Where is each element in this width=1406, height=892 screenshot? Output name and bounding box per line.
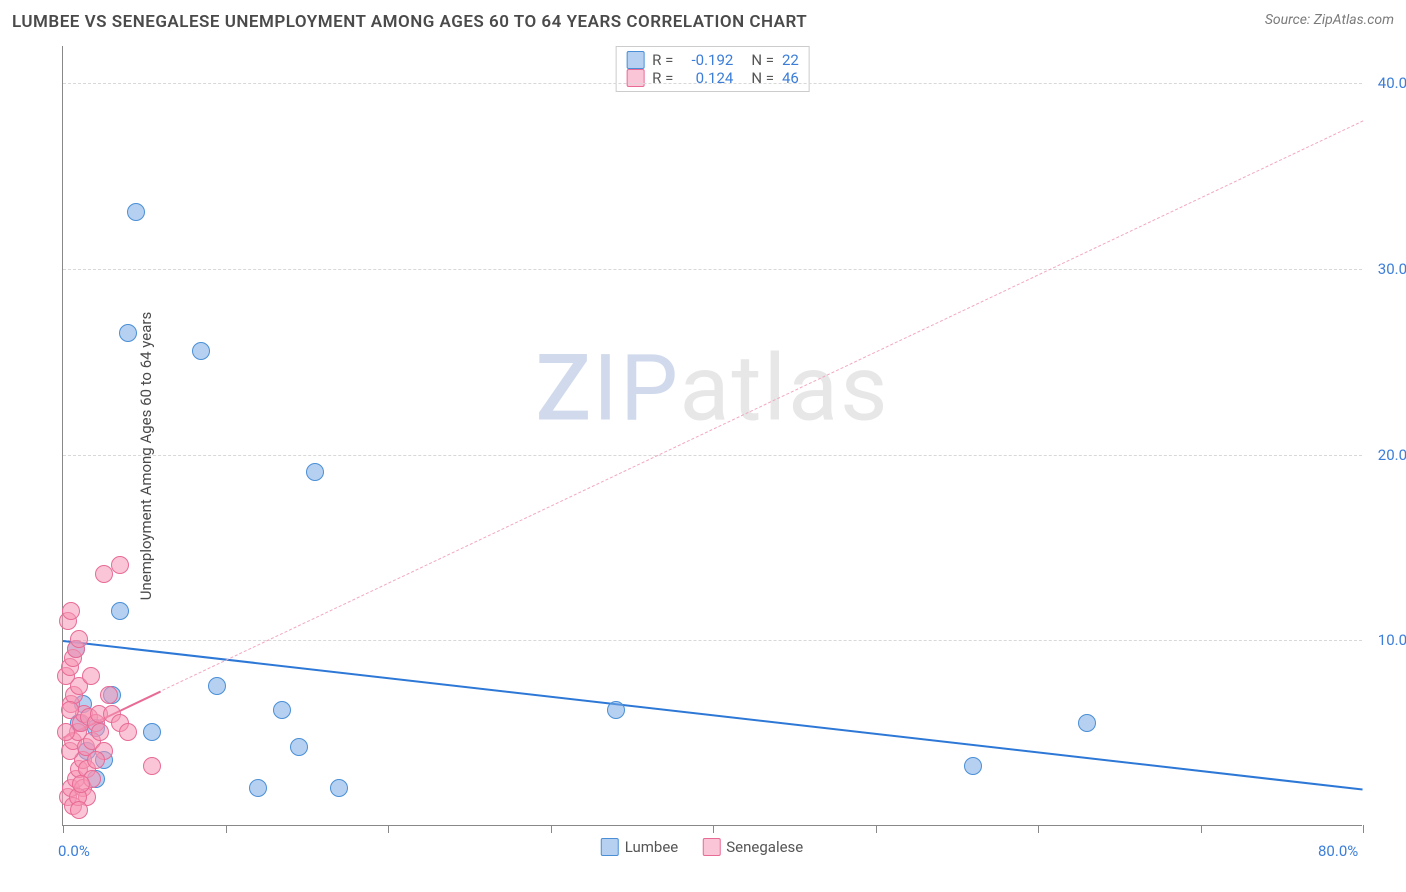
trend-line bbox=[63, 640, 1363, 791]
trend-line bbox=[63, 120, 1363, 737]
x-tick bbox=[876, 825, 877, 833]
gridline bbox=[63, 455, 1362, 456]
x-tick bbox=[713, 825, 714, 833]
legend-label: Senegalese bbox=[726, 838, 803, 856]
y-tick-label: 10.0% bbox=[1378, 631, 1406, 649]
data-point bbox=[72, 775, 90, 793]
legend-swatch bbox=[626, 69, 644, 87]
data-point bbox=[964, 757, 982, 775]
x-tick bbox=[388, 825, 389, 833]
chart-source: Source: ZipAtlas.com bbox=[1265, 12, 1394, 28]
legend-row: R = 0.124 N = 46 bbox=[626, 69, 799, 87]
data-point bbox=[192, 342, 210, 360]
y-tick-label: 40.0% bbox=[1378, 74, 1406, 92]
gridline bbox=[63, 83, 1362, 84]
x-tick bbox=[1363, 825, 1364, 833]
x-tick bbox=[1038, 825, 1039, 833]
data-point bbox=[95, 565, 113, 583]
legend-label: Lumbee bbox=[625, 838, 679, 856]
y-tick-label: 20.0% bbox=[1378, 446, 1406, 464]
data-point bbox=[306, 463, 324, 481]
correlation-legend: R = -0.192 N = 22 R = 0.124 N = 46 bbox=[615, 46, 810, 92]
data-point bbox=[290, 738, 308, 756]
data-point bbox=[127, 203, 145, 221]
legend-item: Senegalese bbox=[702, 838, 803, 856]
n-label: N = bbox=[751, 51, 774, 69]
n-value: 46 bbox=[782, 69, 799, 87]
gridline bbox=[63, 640, 1362, 641]
r-value: -0.192 bbox=[681, 51, 733, 69]
data-point bbox=[1078, 714, 1096, 732]
n-value: 22 bbox=[782, 51, 799, 69]
legend-row: R = -0.192 N = 22 bbox=[626, 51, 799, 69]
legend-item: Lumbee bbox=[601, 838, 679, 856]
x-tick bbox=[63, 825, 64, 833]
data-point bbox=[143, 757, 161, 775]
source-name: ZipAtlas.com bbox=[1314, 12, 1394, 28]
watermark-rest: atlas bbox=[680, 335, 890, 442]
data-point bbox=[100, 686, 118, 704]
data-point bbox=[607, 701, 625, 719]
data-point bbox=[119, 723, 137, 741]
watermark: ZIPatlas bbox=[535, 335, 889, 442]
data-point bbox=[143, 723, 161, 741]
x-tick-label: 80.0% bbox=[1318, 842, 1358, 860]
y-tick-label: 30.0% bbox=[1378, 260, 1406, 278]
n-label: N = bbox=[751, 69, 774, 87]
legend-swatch bbox=[626, 51, 644, 69]
data-point bbox=[91, 723, 109, 741]
data-point bbox=[87, 751, 105, 769]
legend-swatch bbox=[702, 838, 720, 856]
data-point bbox=[70, 630, 88, 648]
x-tick bbox=[551, 825, 552, 833]
r-label: R = bbox=[652, 51, 673, 69]
x-tick-label: 0.0% bbox=[58, 842, 90, 860]
data-point bbox=[111, 556, 129, 574]
chart-container: Unemployment Among Ages 60 to 64 years Z… bbox=[12, 36, 1392, 876]
watermark-z: Z bbox=[535, 335, 592, 442]
watermark-ip: IP bbox=[593, 335, 680, 442]
data-point bbox=[119, 324, 137, 342]
source-prefix: Source: bbox=[1265, 12, 1314, 28]
gridline bbox=[63, 269, 1362, 270]
data-point bbox=[57, 723, 75, 741]
plot-area: ZIPatlas R =-0.192N =22R =0.124N =46 10.… bbox=[62, 46, 1362, 826]
data-point bbox=[273, 701, 291, 719]
r-label: R = bbox=[652, 69, 673, 87]
r-value: 0.124 bbox=[681, 69, 733, 87]
data-point bbox=[82, 667, 100, 685]
legend-swatch bbox=[601, 838, 619, 856]
data-point bbox=[70, 801, 88, 819]
data-point bbox=[208, 677, 226, 695]
data-point bbox=[62, 602, 80, 620]
data-point bbox=[61, 701, 79, 719]
data-point bbox=[330, 779, 348, 797]
data-point bbox=[249, 779, 267, 797]
chart-title: LUMBEE VS SENEGALESE UNEMPLOYMENT AMONG … bbox=[12, 12, 807, 32]
chart-header: LUMBEE VS SENEGALESE UNEMPLOYMENT AMONG … bbox=[12, 12, 1394, 32]
x-tick bbox=[226, 825, 227, 833]
series-legend: Lumbee Senegalese bbox=[601, 838, 804, 856]
x-tick bbox=[1201, 825, 1202, 833]
data-point bbox=[111, 602, 129, 620]
